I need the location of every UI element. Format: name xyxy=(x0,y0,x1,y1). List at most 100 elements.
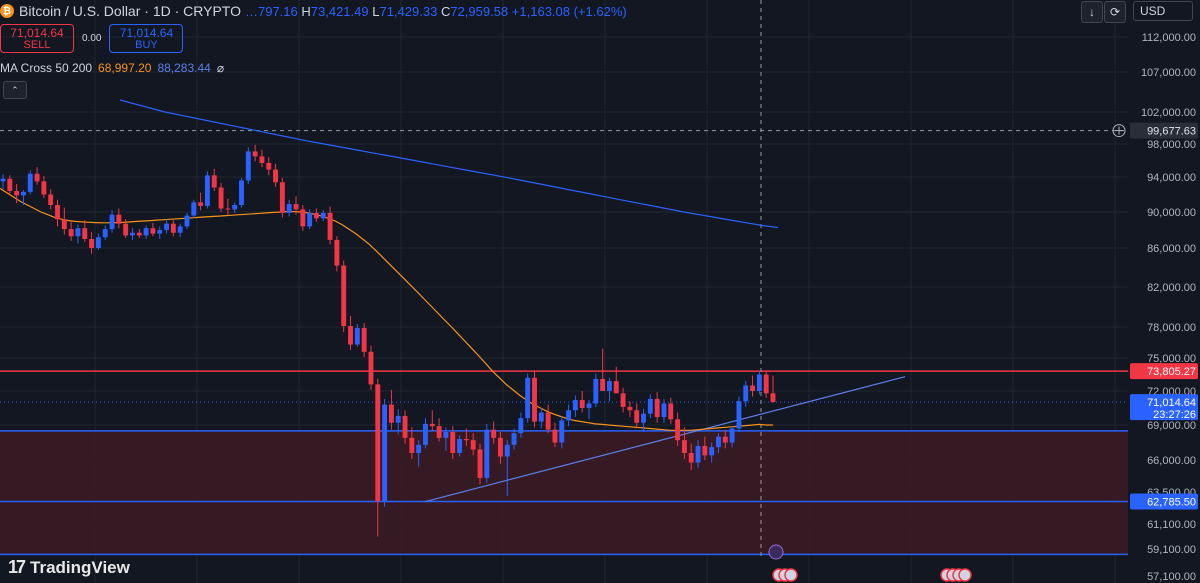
sell-price: 71,014.64 xyxy=(10,25,64,40)
price-tick-label: 98,000.00 xyxy=(1147,139,1196,151)
candle-body xyxy=(545,412,551,430)
candle-body xyxy=(327,212,333,240)
sell-label: SELL xyxy=(23,38,51,51)
low-value: 71,429.33 xyxy=(379,3,438,19)
reset-icon[interactable]: ⟳ xyxy=(1104,1,1126,23)
candle-body xyxy=(218,187,224,209)
candle-body xyxy=(675,419,681,441)
sell-button[interactable]: 71,014.64 SELL xyxy=(0,24,74,53)
price-tick-label: 82,000.00 xyxy=(1147,282,1196,294)
high-value: 73,421.49 xyxy=(310,3,369,19)
buy-button[interactable]: 71,014.64 BUY xyxy=(109,24,184,53)
candle-body xyxy=(286,204,292,213)
ma-fast-line xyxy=(0,187,773,431)
candle-body xyxy=(89,239,95,248)
indicator-name: MA Cross 50 200 xyxy=(0,61,93,75)
candle-body xyxy=(681,440,687,453)
logo-text: TradingView xyxy=(30,557,130,577)
candle-body xyxy=(313,212,319,219)
candle-body xyxy=(770,393,776,403)
price-tick-label: 61,100.00 xyxy=(1147,519,1196,531)
candle-body xyxy=(170,223,176,233)
down-arrow-icon[interactable]: ↓ xyxy=(1081,1,1103,23)
candle-body xyxy=(130,232,135,236)
candle-body xyxy=(532,377,537,422)
candle-body xyxy=(252,151,258,157)
candle-body xyxy=(511,433,517,445)
candle-body xyxy=(27,173,33,192)
candle-body xyxy=(198,202,204,206)
candle-body xyxy=(688,453,694,463)
candle-body xyxy=(68,229,74,237)
candle-body xyxy=(607,381,612,391)
collapse-legend-button[interactable]: ⌃ xyxy=(3,81,27,99)
ma-fast-value: 68,997.20 xyxy=(98,61,152,75)
candle-body xyxy=(572,400,578,411)
candle-body xyxy=(354,328,360,345)
price-label-text: 71,014.64 xyxy=(1147,397,1196,409)
candle-body xyxy=(416,444,422,453)
ma-slow-value: 88,283.44 xyxy=(157,61,211,75)
candle-body xyxy=(593,378,599,404)
candle-body xyxy=(82,228,88,239)
price-tick-label: 66,000.00 xyxy=(1147,455,1196,467)
candle-body xyxy=(211,175,217,188)
candle-body xyxy=(266,162,272,170)
candle-body xyxy=(245,151,251,181)
indicator-legend[interactable]: MA Cross 50 200 68,997.20 88,283.44 ⌀ xyxy=(0,61,224,75)
candle-body xyxy=(239,180,244,205)
candle-body xyxy=(204,175,210,206)
candle-body xyxy=(443,432,449,438)
candle-body xyxy=(157,230,163,234)
candle-body xyxy=(116,214,122,224)
close-label: C xyxy=(440,3,451,19)
trendline xyxy=(425,376,906,503)
spread-value: 0.00 xyxy=(82,33,102,44)
candle-body xyxy=(491,429,497,438)
candle-body xyxy=(348,326,353,345)
buy-label: BUY xyxy=(135,38,158,51)
candle-body xyxy=(600,378,606,391)
currency-select[interactable]: USD xyxy=(1133,1,1193,21)
price-tick-label: 112,000.00 xyxy=(1142,32,1196,44)
candle-body xyxy=(423,423,428,445)
candle-body xyxy=(232,205,238,210)
candle-body xyxy=(341,265,347,326)
price-label-text: 99,677.63 xyxy=(1147,126,1196,138)
candle-body xyxy=(634,410,640,423)
candle-body xyxy=(402,415,408,438)
price-tick-label: 69,000.00 xyxy=(1147,420,1196,432)
candle-body xyxy=(382,404,388,502)
close-value: 72,959.58 xyxy=(450,3,509,19)
candle-body xyxy=(184,215,190,227)
candle-body xyxy=(518,418,524,434)
candle-body xyxy=(293,204,299,210)
candle-body xyxy=(559,420,565,443)
ma-slow-line xyxy=(164,111,779,229)
candle-body xyxy=(463,439,469,441)
open-value: …797.16 xyxy=(244,3,298,19)
candle-body xyxy=(0,178,6,182)
candle-body xyxy=(143,228,149,236)
candle-body xyxy=(497,437,503,457)
candle-body xyxy=(668,403,674,420)
price-tick-label: 90,000.00 xyxy=(1147,207,1196,219)
candle-body xyxy=(191,202,197,216)
price-tick-label: 57,100.00 xyxy=(1147,571,1196,583)
candle-body xyxy=(613,381,619,394)
eye-off-icon[interactable]: ⌀ xyxy=(216,61,225,75)
symbol-title[interactable]: Bitcoin / U.S. Dollar · 1D · CRYPTO xyxy=(19,3,241,19)
candle-body xyxy=(259,156,265,163)
candle-body xyxy=(368,351,374,385)
price-tick-label: 59,100.00 xyxy=(1147,544,1196,556)
candle-body xyxy=(736,401,742,429)
candle-body xyxy=(395,415,401,423)
price-axis: 112,000.00107,000.00102,000.0098,000.009… xyxy=(1112,0,1200,583)
candle-body xyxy=(750,385,756,391)
candle-body xyxy=(61,219,67,230)
candle-body xyxy=(375,384,381,502)
countdown-label: 23:27:26 xyxy=(1153,409,1196,421)
candle-body xyxy=(150,228,156,234)
candle-body xyxy=(450,432,456,453)
